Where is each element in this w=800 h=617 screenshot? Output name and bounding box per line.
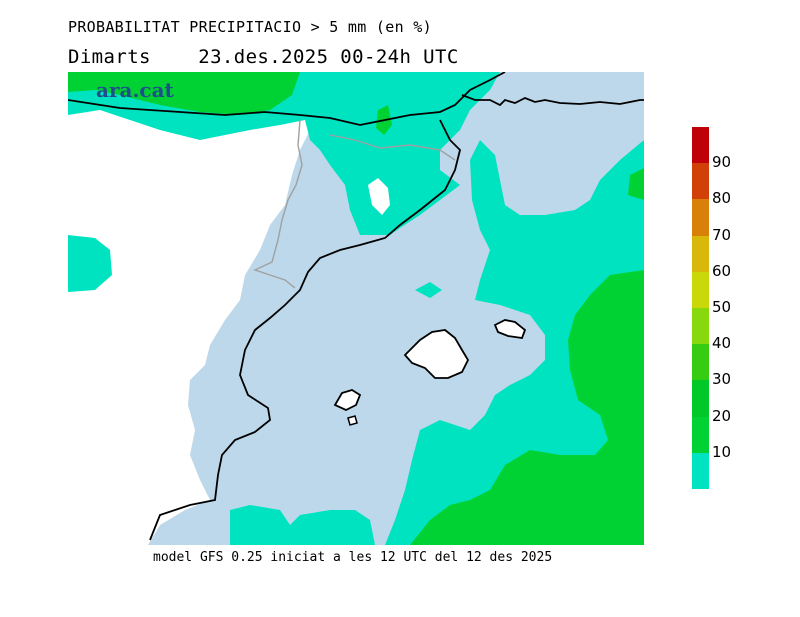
legend-bar bbox=[692, 127, 709, 489]
coastline bbox=[68, 72, 644, 541]
prob-20-patch-right bbox=[628, 168, 644, 200]
prob-20-area-east bbox=[410, 270, 644, 545]
map-title: PROBABILITAT PRECIPITACIO > 5 mm (en %) bbox=[68, 18, 432, 36]
sea-patch-white bbox=[368, 178, 390, 215]
prob-20-area-top-left bbox=[68, 72, 300, 115]
legend-label: 70 bbox=[712, 225, 732, 244]
prob-10-area-south bbox=[230, 505, 375, 545]
legend-swatch bbox=[692, 271, 709, 308]
legend-label: 20 bbox=[712, 406, 732, 425]
legend-label: 80 bbox=[712, 189, 732, 208]
legend-swatch bbox=[692, 163, 709, 200]
legend-swatch bbox=[692, 199, 709, 236]
prob-10-area-north bbox=[68, 72, 500, 235]
island-ibiza bbox=[333, 389, 362, 411]
island-menorca bbox=[493, 319, 527, 339]
legend-swatch bbox=[692, 307, 709, 345]
island-formentera bbox=[347, 415, 358, 426]
legend-swatch bbox=[692, 380, 709, 417]
island-mallorca bbox=[403, 329, 470, 379]
legend-swatch bbox=[692, 452, 709, 489]
legend-swatch bbox=[692, 235, 709, 272]
legend-label: 60 bbox=[712, 261, 732, 280]
map-subtitle-date: Dimarts 23.des.2025 00-24h UTC bbox=[68, 46, 459, 68]
regional-border bbox=[253, 119, 456, 289]
brand-logo: ara.cat bbox=[96, 78, 175, 102]
legend-swatch bbox=[692, 416, 709, 453]
model-info: model GFS 0.25 iniciat a les 12 UTC del … bbox=[153, 550, 553, 565]
legend-label: 10 bbox=[712, 442, 732, 461]
prob-10-area-east bbox=[385, 140, 644, 545]
land-area bbox=[68, 72, 310, 545]
legend-label: 40 bbox=[712, 334, 732, 353]
prob-10-area-west bbox=[68, 235, 112, 292]
legend-label: 30 bbox=[712, 370, 732, 389]
legend-label: 50 bbox=[712, 298, 732, 316]
prob-10-patch-small bbox=[415, 282, 442, 298]
legend-label: 90 bbox=[712, 153, 732, 172]
legend-swatch bbox=[692, 127, 709, 164]
legend-swatch bbox=[692, 344, 709, 381]
